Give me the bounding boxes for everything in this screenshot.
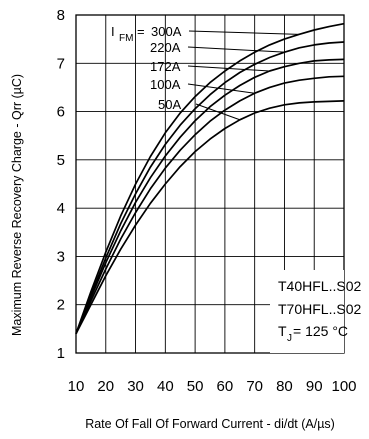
- series-line-172A: [75, 58, 345, 335]
- x-tick-label: 50: [187, 378, 204, 395]
- leader-lines: [187, 30, 300, 121]
- series-line-100A: [75, 75, 345, 335]
- tj-subscript: J: [287, 333, 292, 344]
- x-tick-label: 40: [157, 378, 174, 395]
- series-line-220A: [75, 41, 345, 335]
- y-tick-label: 1: [57, 345, 65, 362]
- series-label-220A: 220A: [150, 40, 181, 55]
- x-tick-label: 30: [127, 378, 144, 395]
- condition-box: [270, 270, 344, 353]
- series-label-100A: 100A: [150, 77, 181, 92]
- leader-line-220A: [187, 46, 285, 53]
- x-tick-label: 60: [217, 378, 234, 395]
- tj-value: = 125 °C: [293, 323, 348, 339]
- series-label-50A: 50A: [158, 97, 181, 112]
- condition-line-1: T40HFL..S02: [278, 278, 361, 294]
- x-axis-label: Rate Of Fall Of Forward Current - di/dt …: [85, 417, 335, 431]
- series-label-300A: 300A: [151, 24, 182, 39]
- leader-line-50A: [195, 103, 240, 121]
- current-label-subscript: FM: [119, 33, 133, 44]
- series-line-50A: [75, 100, 345, 335]
- tj-prefix: T: [278, 323, 287, 339]
- x-tick-label: 90: [306, 378, 323, 395]
- plot-frame: [75, 14, 345, 354]
- x-tick-label: 10: [68, 378, 85, 395]
- x-tick-label: 80: [276, 378, 293, 395]
- y-tick-label: 4: [57, 200, 65, 217]
- leader-line-100A: [187, 83, 255, 94]
- leader-line-300A: [188, 30, 300, 35]
- y-axis-label: Maximum Reverse Recovery Charge - Qrr (µ…: [10, 74, 24, 336]
- leader-line-172A: [187, 65, 270, 72]
- series-label-172A: 172A: [150, 59, 181, 74]
- y-tick-label: 3: [57, 248, 65, 265]
- current-label-equals: =: [137, 24, 145, 39]
- y-tick-label: 8: [57, 7, 65, 24]
- current-label-prefix: I: [111, 24, 115, 39]
- condition-line-2: T70HFL..S02: [278, 301, 361, 317]
- y-tick-labels: 1 2 3 4 5 6 7 8: [57, 7, 65, 362]
- x-tick-labels: 10 20 30 40 50 60 70 80 90 100: [68, 378, 357, 395]
- x-tick-label: 70: [246, 378, 263, 395]
- x-tick-label: 100: [331, 378, 356, 395]
- y-tick-label: 7: [57, 55, 65, 72]
- y-tick-label: 2: [57, 297, 65, 314]
- x-tick-label: 20: [97, 378, 114, 395]
- y-tick-label: 6: [57, 104, 65, 121]
- y-tick-label: 5: [57, 152, 65, 169]
